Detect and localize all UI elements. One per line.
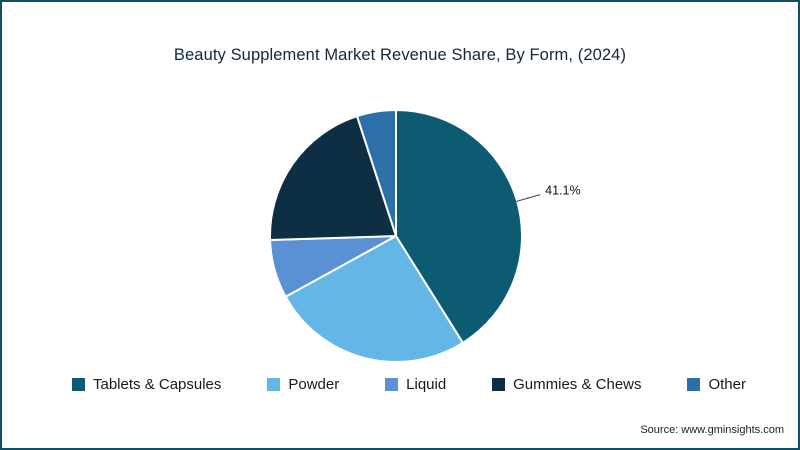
chart-title: Beauty Supplement Market Revenue Share, …: [173, 46, 627, 64]
legend-swatch: [492, 378, 506, 391]
legend-swatch: [385, 378, 399, 391]
legend-label: Powder: [288, 376, 340, 393]
legend-label: Other: [708, 376, 746, 393]
source-note: Source: www.gminsights.com: [640, 424, 784, 436]
slice-data-label: 41.1%: [545, 184, 580, 198]
legend-item-tablets-capsules: Tablets & Capsules: [72, 376, 221, 393]
legend-label: Liquid: [406, 376, 447, 393]
pie-slice-1: [284, 235, 464, 363]
legend-item-liquid: Liquid: [385, 376, 446, 393]
legend: Tablets & Capsules Powder Liquid Gummies…: [72, 376, 746, 393]
legend-swatch: [687, 378, 701, 391]
label-leader-line: [515, 194, 541, 203]
legend-swatch: [72, 378, 85, 391]
legend-item-gummies-chews: Gummies & Chews: [492, 376, 642, 393]
pie-slice-3: [269, 115, 397, 241]
legend-label: Tablets & Capsules: [93, 376, 222, 393]
pie-slice-4: [356, 109, 397, 237]
legend-item-powder: Powder: [267, 376, 339, 393]
legend-label: Gummies & Chews: [513, 376, 642, 393]
legend-swatch: [267, 378, 281, 391]
legend-item-other: Other: [687, 376, 746, 393]
